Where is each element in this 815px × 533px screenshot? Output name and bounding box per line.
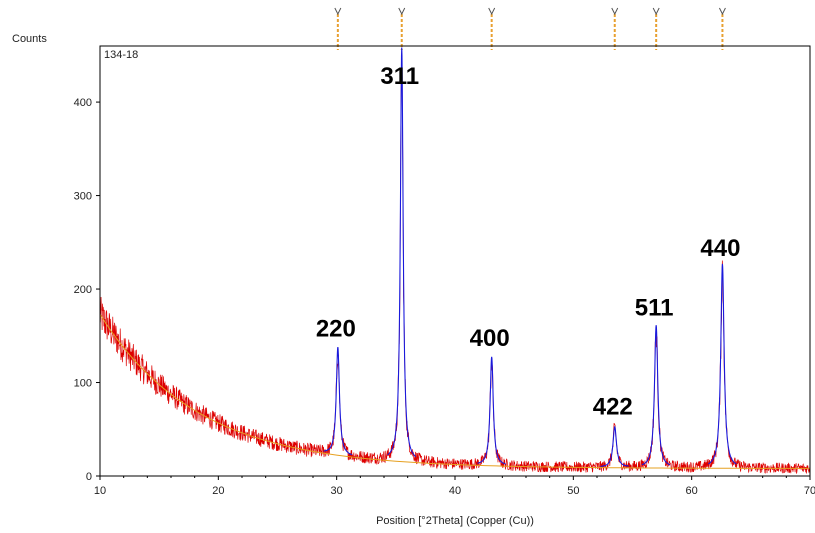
peak-label-440: 440 bbox=[700, 235, 740, 262]
calculated-peak-220 bbox=[323, 346, 353, 456]
reference-marker-4 bbox=[652, 7, 660, 16]
reference-marker-1 bbox=[398, 7, 406, 16]
background-trace bbox=[99, 314, 811, 469]
reference-marks bbox=[334, 7, 726, 50]
y-tick-label-0: 0 bbox=[86, 471, 92, 483]
calculated-peak-511 bbox=[641, 325, 671, 466]
background-line bbox=[99, 314, 811, 469]
peak-label-400: 400 bbox=[470, 325, 510, 352]
x-tick-label-10: 10 bbox=[94, 485, 106, 497]
y-axis-ticks: 0 100 200 300 400 bbox=[74, 97, 100, 483]
calculated-peak-311 bbox=[387, 47, 417, 458]
y-tick-label-100: 100 bbox=[74, 378, 92, 390]
peak-label-511: 511 bbox=[635, 295, 674, 322]
peak-label-422: 422 bbox=[593, 393, 633, 420]
observed-trace bbox=[99, 64, 810, 474]
x-tick-label-40: 40 bbox=[449, 485, 461, 497]
x-axis-ticks: 10 20 30 40 50 60 70 bbox=[94, 476, 815, 497]
calculated-pattern bbox=[323, 47, 737, 467]
reference-marker-3 bbox=[611, 7, 619, 16]
x-tick-label-50: 50 bbox=[567, 485, 579, 497]
x-tick-label-30: 30 bbox=[331, 485, 343, 497]
x-axis-label: Position [°2Theta] (Copper (Cu)) bbox=[376, 515, 534, 527]
reference-marker-2 bbox=[488, 7, 496, 16]
sample-label: 134-18 bbox=[104, 49, 138, 61]
x-tick-label-70: 70 bbox=[804, 485, 815, 497]
x-tick-label-20: 20 bbox=[212, 485, 224, 497]
y-tick-label-200: 200 bbox=[74, 284, 92, 296]
y-tick-label-300: 300 bbox=[74, 191, 92, 203]
reference-marker-5 bbox=[718, 7, 726, 16]
peak-labels: 220 311 400 422 511 440 bbox=[316, 63, 741, 420]
reference-marker-0 bbox=[334, 7, 342, 16]
y-tick-label-400: 400 bbox=[74, 97, 92, 109]
observed-pattern bbox=[99, 64, 810, 474]
calculated-peak-440 bbox=[707, 263, 737, 465]
peak-label-311: 311 bbox=[380, 63, 419, 90]
calculated-peak-422 bbox=[600, 425, 629, 467]
x-tick-label-60: 60 bbox=[686, 485, 698, 497]
y-axis-label: Counts bbox=[12, 33, 47, 45]
calculated-peak-400 bbox=[477, 356, 506, 465]
peak-label-220: 220 bbox=[316, 316, 356, 343]
